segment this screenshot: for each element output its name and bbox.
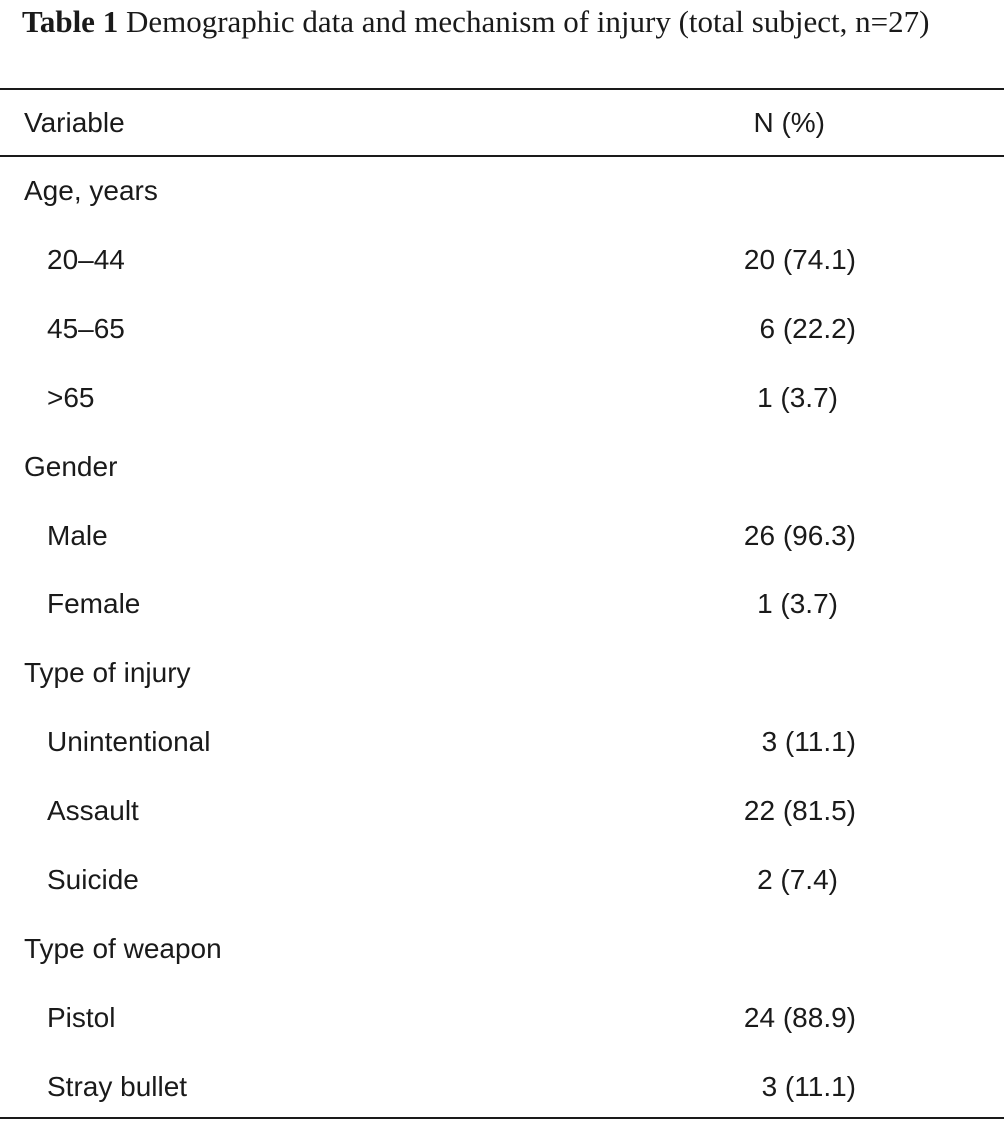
row-value: 3 (11.1): [761, 726, 856, 758]
table-caption: Table 1 Demographic data and mechanism o…: [22, 2, 997, 41]
row-variable: 20–44: [47, 243, 125, 275]
row-variable: Type of weapon: [24, 932, 222, 964]
row-value: 3 (11.1): [761, 1070, 856, 1102]
row-value: 24 (88.9): [743, 1001, 856, 1033]
row-variable: Type of injury: [24, 657, 191, 689]
row-value: 1 (3.7): [757, 381, 838, 413]
row-value: 1 (3.7): [757, 588, 838, 620]
table-header-row: Variable N (%): [0, 103, 1004, 143]
row-variable: Unintentional: [47, 726, 211, 758]
table-row: Female 1 (3.7): [0, 584, 1004, 624]
row-variable: Age, years: [24, 175, 158, 206]
table-top-rule: [0, 88, 1004, 90]
table-group-row: Age, years: [0, 171, 1004, 211]
row-value: 22 (81.5): [743, 795, 856, 827]
table-row: 20–44 20 (74.1): [0, 240, 1004, 280]
row-value: 26 (96.3): [743, 519, 856, 551]
table-caption-label: Table 1: [22, 4, 119, 39]
table-row: >65 1 (3.7): [0, 378, 1004, 418]
row-value: 20 (74.1): [743, 243, 856, 275]
table-caption-text: Demographic data and mechanism of injury…: [125, 4, 930, 39]
header-variable: Variable: [24, 107, 125, 138]
row-variable: Female: [47, 588, 141, 620]
table-row: Unintentional 3 (11.1): [0, 722, 1004, 762]
row-variable: Male: [47, 519, 108, 551]
row-variable: Suicide: [47, 864, 139, 895]
table-row: Stray bullet 3 (11.1): [0, 1067, 1004, 1107]
row-variable: Gender: [24, 450, 118, 482]
table-row: Suicide 2 (7.4): [0, 860, 1004, 900]
table-group-row: Gender: [0, 447, 1004, 487]
table-group-row: Type of injury: [0, 653, 1004, 693]
table-group-row: Type of weapon: [0, 929, 1004, 969]
table-row: 45–65 6 (22.2): [0, 309, 1004, 349]
row-value: 2 (7.4): [757, 864, 838, 895]
row-variable: >65: [47, 381, 95, 413]
table-row: Male 26 (96.3): [0, 516, 1004, 556]
row-value: 6 (22.2): [759, 312, 857, 344]
table-header-rule: [0, 155, 1004, 157]
row-variable: 45–65: [47, 312, 125, 344]
table-row: Pistol 24 (88.9): [0, 998, 1004, 1038]
row-variable: Stray bullet: [47, 1070, 188, 1102]
table-row: Assault 22 (81.5): [0, 791, 1004, 831]
row-variable: Pistol: [47, 1001, 116, 1033]
header-value: N (%): [753, 107, 825, 138]
table-bottom-rule: [0, 1117, 1004, 1119]
row-variable: Assault: [47, 795, 139, 827]
